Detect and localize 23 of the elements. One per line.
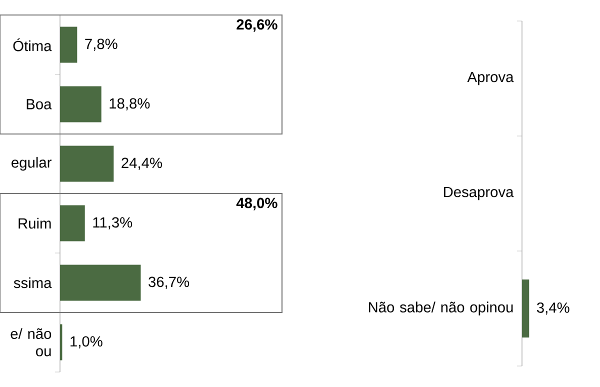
text: 26,6% xyxy=(236,19,278,32)
text: 48,0% xyxy=(236,198,278,210)
y-tick-label: e/ não ou xyxy=(10,328,52,356)
bar xyxy=(60,86,102,122)
y-tick-label: Aprova xyxy=(467,72,514,86)
y-tick-label: Boa xyxy=(26,99,52,110)
y-tick-label: ssima xyxy=(14,277,52,288)
y-tick-label: Ótima xyxy=(13,38,52,52)
bar xyxy=(60,146,114,182)
data-label: 1,0% xyxy=(70,336,102,348)
y-tick-label: Não sabe/ não opinou xyxy=(368,302,513,316)
data-label: 7,8% xyxy=(85,38,118,51)
bar xyxy=(60,205,85,242)
y-tick-label: Ruim xyxy=(18,218,51,229)
y-tick-label: egular xyxy=(12,156,52,171)
bar xyxy=(60,264,141,301)
data-label: 11,3% xyxy=(93,217,132,230)
data-label: 18,8% xyxy=(110,98,150,110)
y-tick-label: Desaprova xyxy=(444,186,514,200)
data-label: 3,4% xyxy=(536,302,570,315)
data-label: 24,4% xyxy=(122,158,162,170)
data-label: 36,7% xyxy=(148,276,190,289)
bar xyxy=(60,26,78,63)
